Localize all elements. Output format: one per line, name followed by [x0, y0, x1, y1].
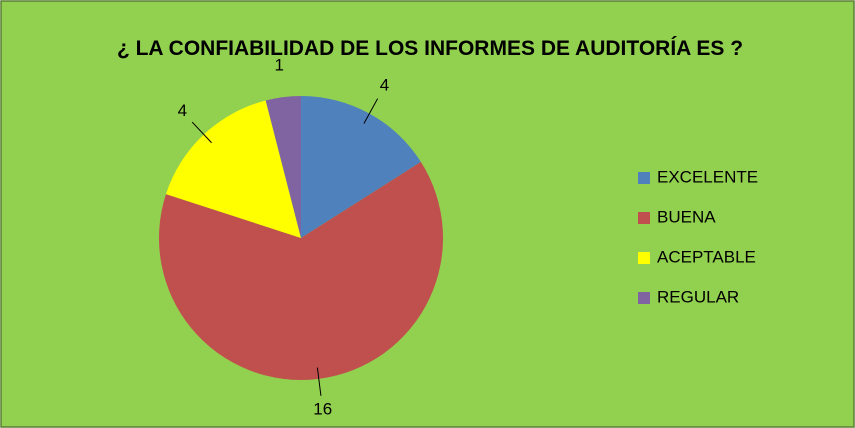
legend-label: BUENA [657, 207, 716, 226]
data-label: 1 [275, 56, 284, 75]
chart-title: ¿ LA CONFIABILIDAD DE LOS INFORMES DE AU… [116, 37, 744, 60]
legend-label: ACEPTABLE [657, 247, 756, 266]
legend-label: EXCELENTE [657, 167, 758, 186]
data-label: 16 [313, 399, 332, 418]
leader-line [191, 121, 212, 144]
pie-slice [165, 100, 301, 239]
legend-swatch [638, 172, 650, 184]
leader-line [316, 367, 322, 396]
pie-slice [301, 96, 421, 238]
legend-swatch [638, 212, 650, 224]
pie-slice [158, 161, 444, 381]
legend-label: REGULAR [657, 287, 739, 306]
pie-slice [265, 96, 301, 238]
legend-swatch [638, 292, 650, 304]
data-label: 4 [380, 76, 389, 95]
legend-swatch [638, 252, 650, 264]
data-label: 4 [178, 101, 187, 120]
leader-line [363, 98, 379, 124]
